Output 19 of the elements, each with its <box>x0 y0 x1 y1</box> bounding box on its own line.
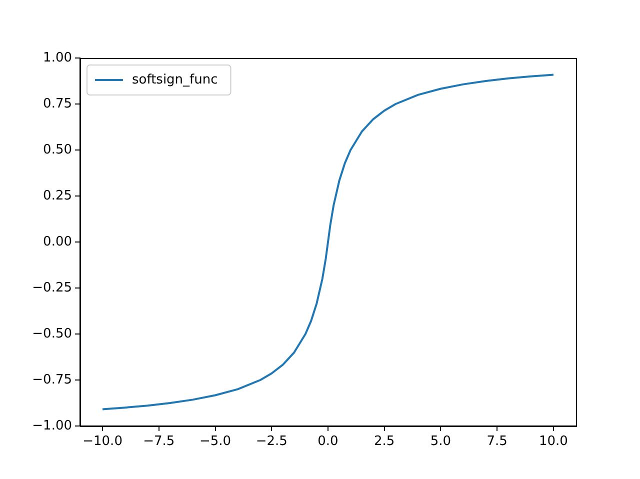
y-tick-label: 0.25 <box>43 188 72 204</box>
y-tick-label: 0.75 <box>43 96 72 112</box>
x-tick-label: −5.0 <box>199 434 232 450</box>
y-tick-label: 0.50 <box>43 142 72 158</box>
y-tick-label: −0.25 <box>32 280 72 296</box>
x-tick-label: 7.5 <box>486 434 508 450</box>
legend-label: softsign_func <box>132 72 218 88</box>
y-tick-label: −0.75 <box>32 372 72 388</box>
x-tick-label: −7.5 <box>143 434 175 450</box>
x-tick-label: 0.0 <box>318 434 338 450</box>
y-tick-label: 0.00 <box>43 234 72 250</box>
x-tick-label: −10.0 <box>82 434 122 450</box>
y-tick-label: −0.50 <box>32 326 72 342</box>
x-tick-label: 5.0 <box>430 434 452 450</box>
y-tick-label: −1.00 <box>32 418 72 434</box>
y-tick-label: 1.00 <box>43 50 72 66</box>
x-tick-label: 10.0 <box>538 434 568 450</box>
x-tick-label: −2.5 <box>256 434 288 450</box>
x-tick-label: 2.5 <box>374 434 395 450</box>
